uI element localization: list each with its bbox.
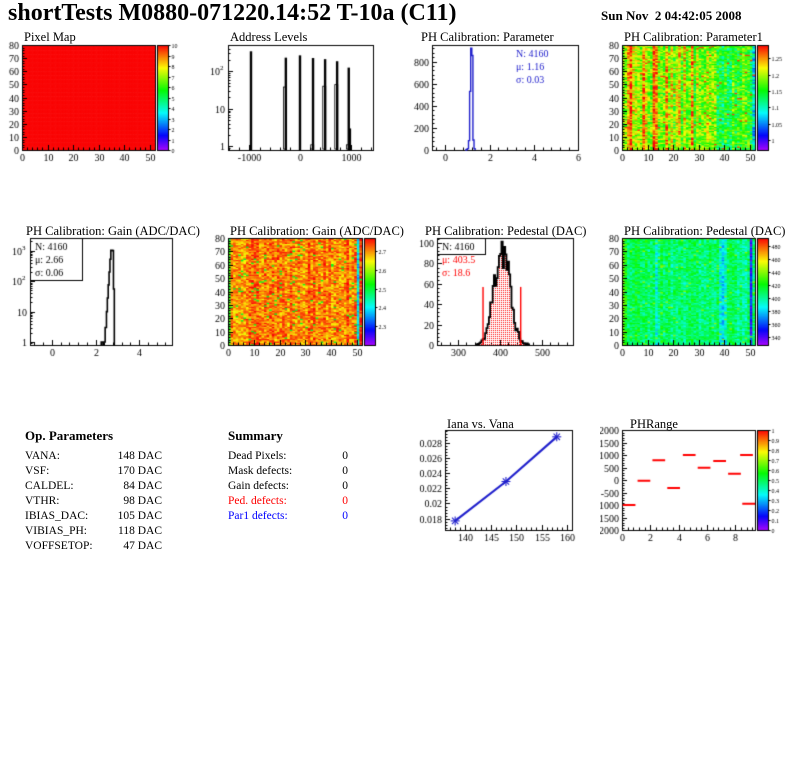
address-levels-chart: [205, 28, 405, 162]
plot-title-ph-range: PHRange: [630, 417, 678, 431]
pad-gain-histogram: PH Calibration: Gain (ADC/DAC): [0, 222, 200, 360]
plot-title-pedestal-map: PH Calibration: Pedestal (DAC): [624, 224, 786, 238]
op-parameter-row: VANA: 148 DAC: [25, 450, 162, 462]
summary-row: Ped. defects: 0: [228, 495, 348, 507]
plot-title-gain-map: PH Calibration: Gain (ADC/DAC): [230, 224, 404, 238]
pad-ph-calibration-parameter: PH Calibration: Parameter: [405, 28, 605, 162]
op-parameters-title: Op. Parameters: [25, 428, 114, 443]
op-parameter-row: VOFFSETOP: 47 DAC: [25, 540, 162, 552]
op-parameter-row: IBIAS_DAC: 105 DAC: [25, 510, 162, 522]
pad-pedestal-histogram: PH Calibration: Pedestal (DAC): [405, 222, 605, 360]
plot-title-iana-vana: Iana vs. Vana: [447, 417, 514, 431]
summary-row: Par1 defects: 0: [228, 510, 348, 522]
summary-rows: Dead Pixels: 0 Mask defects: 0 Gain defects:…: [228, 450, 348, 525]
summary-block: Summary Dead Pixels: 0 Mask defects: 0 Gain …: [228, 428, 348, 525]
timestamp: Sun Nov 2 04:42:05 2008: [601, 8, 742, 23]
pedestal-map-chart: [600, 222, 796, 360]
summary-row: Gain defects: 0: [228, 480, 348, 492]
pad-iana-vs-vana: Iana vs. Vana: [405, 415, 605, 553]
pad-ph-calibration-parameter1: PH Calibration: Parameter1: [600, 28, 796, 162]
pedestal-histogram-chart: [405, 222, 605, 360]
plot-title-ph-parameter1: PH Calibration: Parameter1: [624, 30, 763, 44]
pad-pixel-map: Pixel Map: [0, 28, 200, 162]
summary-title: Summary: [228, 428, 283, 443]
pad-pedestal-map: PH Calibration: Pedestal (DAC): [600, 222, 796, 360]
ph-parameter1-map-chart: [600, 28, 796, 162]
page-title: shortTests M0880-071220.14:52 T-10a (C11…: [8, 0, 457, 26]
op-parameter-row: CALDEL: 84 DAC: [25, 480, 162, 492]
op-parameter-row: VIBIAS_PH: 118 DAC: [25, 525, 162, 537]
iana-vana-chart: [405, 415, 605, 553]
summary-row: Dead Pixels: 0: [228, 450, 348, 462]
plot-title-pedestal-hist: PH Calibration: Pedestal (DAC): [425, 224, 587, 238]
gain-map-chart: [205, 222, 405, 360]
plot-title-pixel-map: Pixel Map: [24, 30, 76, 44]
pad-address-levels: Address Levels: [205, 28, 405, 162]
summary-row: Mask defects: 0: [228, 465, 348, 477]
op-parameters-rows: VANA: 148 DAC VSF: 170 DAC CALDEL: 84 DAC VTHR…: [25, 450, 162, 555]
ph-parameter-chart: [405, 28, 605, 162]
op-parameter-row: VTHR: 98 DAC: [25, 495, 162, 507]
ph-range-chart: [600, 415, 796, 553]
plot-title-address-levels: Address Levels: [230, 30, 308, 44]
pad-ph-range: PHRange: [600, 415, 796, 553]
op-parameter-row: VSF: 170 DAC: [25, 465, 162, 477]
plot-title-ph-parameter: PH Calibration: Parameter: [421, 30, 554, 44]
op-parameters-block: Op. Parameters VANA: 148 DAC VSF: 170 DAC CA…: [25, 428, 162, 555]
plot-title-gain-hist: PH Calibration: Gain (ADC/DAC): [26, 224, 200, 238]
pad-gain-map: PH Calibration: Gain (ADC/DAC): [205, 222, 405, 360]
gain-histogram-chart: [0, 222, 200, 360]
pixel-map-chart: [0, 28, 200, 162]
